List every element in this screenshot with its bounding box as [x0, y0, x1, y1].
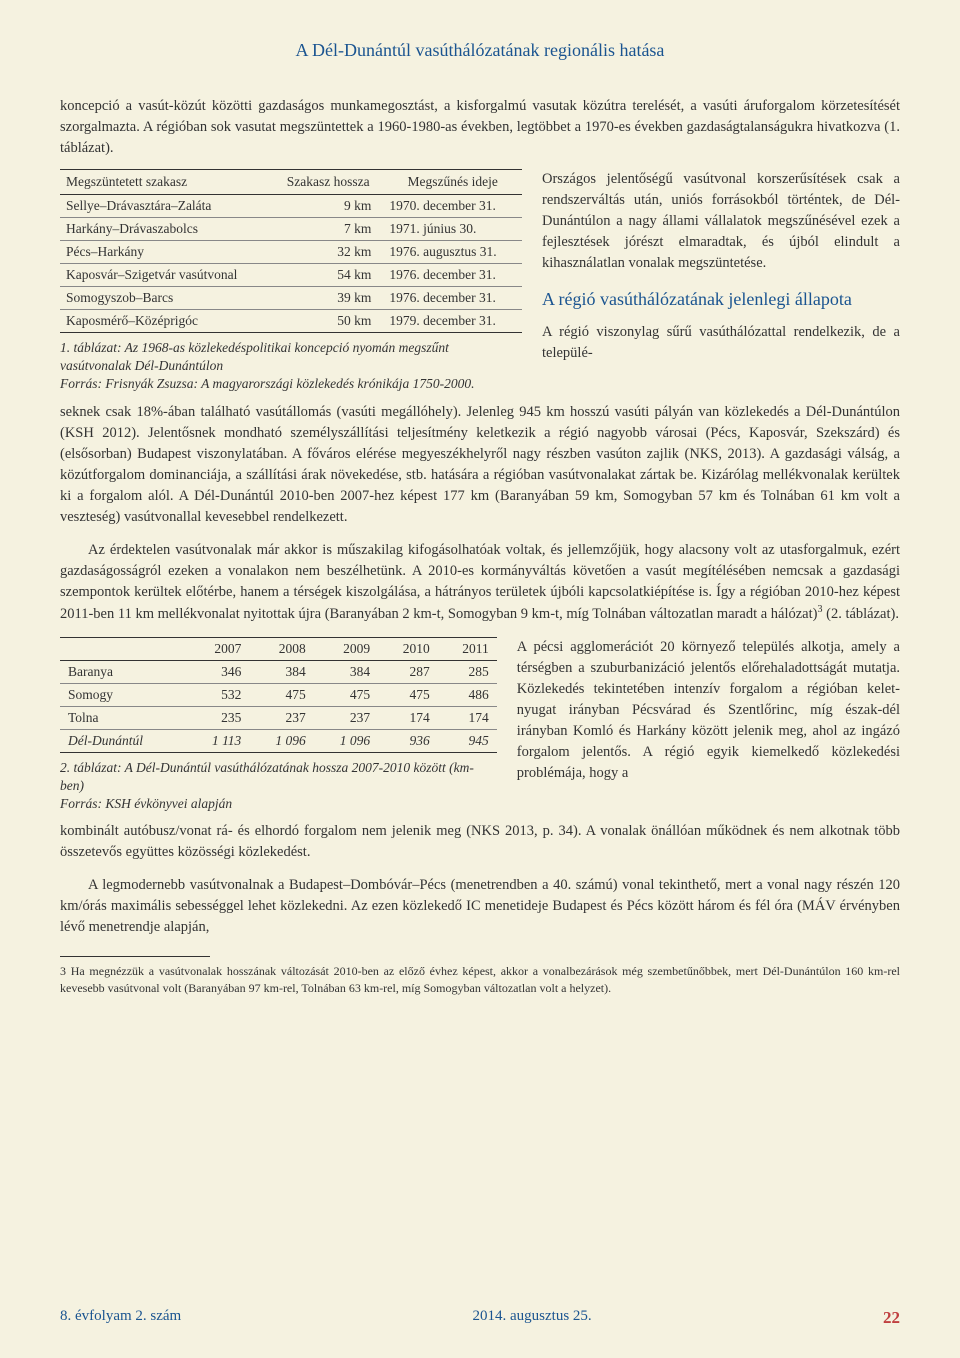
table-row: Baranya346384384287285 [60, 660, 497, 683]
table-row: Tolna235237237174174 [60, 706, 497, 729]
table-row: Somogy532475475475486 [60, 683, 497, 706]
body-paragraph-1: seknek csak 18%-ában található vasútállo… [60, 402, 900, 528]
body-paragraph-2: Az érdektelen vasútvonalak már akkor is … [60, 540, 900, 625]
footer-volume: 8. évfolyam 2. szám [60, 1308, 181, 1328]
body-paragraph-4: A legmodernebb vasútvonalnak a Budapest–… [60, 875, 900, 938]
page-footer: 8. évfolyam 2. szám 2014. augusztus 25. … [60, 1308, 900, 1328]
table1-section: Megszüntetett szakasz Szakasz hossza Meg… [60, 169, 900, 394]
table2-section: 2007 2008 2009 2010 2011 Baranya34638438… [60, 637, 900, 814]
footer-date: 2014. augusztus 25. [473, 1308, 592, 1328]
body-paragraph-3: kombinált autóbusz/vonat rá- és elhordó … [60, 821, 900, 863]
footnote-text: 3 Ha megnézzük a vasútvonalak hosszának … [60, 963, 900, 995]
col-header: Megszüntetett szakasz [60, 170, 273, 195]
table-row: Kaposmérő–Középrigóc50 km1979. december … [60, 310, 522, 333]
table-row: Pécs–Harkány32 km1976. augusztus 31. [60, 241, 522, 264]
intro-paragraph: koncepció a vasút-közút közötti gazdaság… [60, 96, 900, 159]
table-header-row: 2007 2008 2009 2010 2011 [60, 637, 497, 660]
table-row-total: Dél-Dunántúl1 1131 0961 096936945 [60, 729, 497, 752]
aside-paragraph-3: A pécsi agglomerációt 20 környező telepü… [517, 637, 900, 784]
aside-paragraph-1: Országos jelentőségű vasútvonal korszerű… [542, 169, 900, 274]
table-row: Kaposvár–Szigetvár vasútvonal54 km1976. … [60, 264, 522, 287]
table-row: Somogyszob–Barcs39 km1976. december 31. [60, 287, 522, 310]
section-heading: A régió vasúthálózatának jelenlegi állap… [542, 288, 900, 311]
table1-caption: 1. táblázat: Az 1968-as közlekedéspoliti… [60, 339, 522, 394]
table-header-row: Megszüntetett szakasz Szakasz hossza Meg… [60, 170, 522, 195]
page-header-title: A Dél-Dunántúl vasúthálózatának regionál… [60, 40, 900, 61]
col-header: Szakasz hossza [273, 170, 383, 195]
network-length-table: 2007 2008 2009 2010 2011 Baranya34638438… [60, 637, 497, 753]
col-header: Megszűnés ideje [383, 170, 522, 195]
page-number: 22 [883, 1308, 900, 1328]
table-row: Sellye–Drávasztára–Zaláta9 km1970. decem… [60, 195, 522, 218]
table2-caption: 2. táblázat: A Dél-Dunántúl vasúthálózat… [60, 759, 497, 814]
aside-paragraph-2: A régió viszonylag sűrű vasúthálózattal … [542, 322, 900, 364]
table-row: Harkány–Drávaszabolcs7 km1971. június 30… [60, 218, 522, 241]
discontinued-lines-table: Megszüntetett szakasz Szakasz hossza Meg… [60, 169, 522, 333]
footnote-separator [60, 956, 210, 957]
